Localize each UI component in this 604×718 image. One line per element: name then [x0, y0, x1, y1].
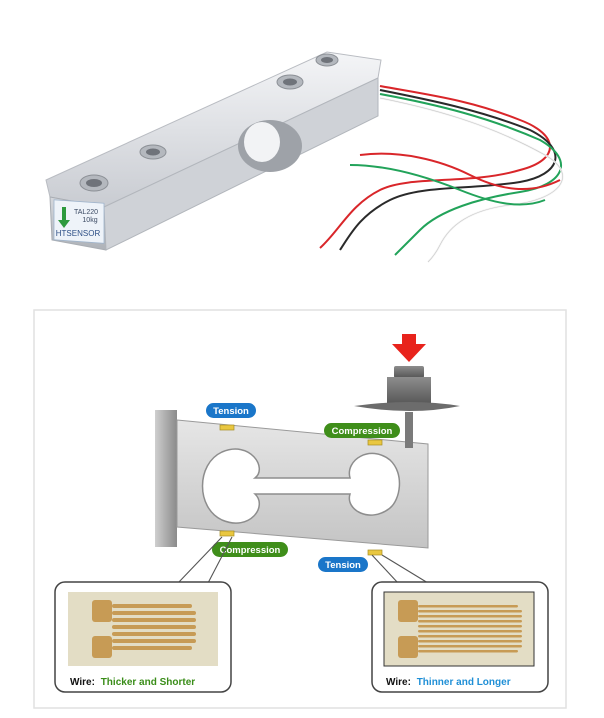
left-wire-prefix: Wire: — [70, 677, 95, 688]
svg-text:Compression: Compression — [332, 426, 393, 437]
tension-top-pill: Tension — [206, 403, 256, 418]
callout-lines — [177, 536, 429, 584]
label-model: TAL220 — [74, 209, 98, 216]
label-brand: HTSENSOR — [56, 229, 101, 238]
svg-text:Tension: Tension — [325, 560, 361, 571]
load-cell-photo: TAL220 10kg HTSENSOR — [45, 51, 564, 263]
right-gauge-box: Wire: Thinner and Longer — [371, 581, 549, 693]
label-capacity: 10kg — [82, 217, 97, 224]
load-cell-label — [53, 199, 105, 244]
thin-strain-gauge-icon — [398, 600, 522, 658]
right-wire-prefix: Wire: — [386, 677, 411, 688]
wall — [155, 410, 177, 547]
svg-text:Tension: Tension — [213, 406, 249, 417]
svg-text:Wire: Thicker and Shorte: Wire: Thicker and Shorter — [70, 677, 195, 688]
left-wire-desc: Thicker and Shorter — [101, 677, 196, 688]
right-wire-desc: Thinner and Longer — [417, 677, 511, 688]
force-arrow-icon — [392, 334, 426, 362]
compression-top-pill: Compression — [324, 423, 400, 438]
left-gauge-box: Wire: Thicker and Shorter — [54, 581, 232, 693]
thick-strain-gauge-icon — [92, 600, 196, 658]
cantilever-beam — [176, 419, 429, 549]
sensor-wires — [319, 85, 564, 263]
svg-text:Wire: Thinner and Longer: Wire: Thinner and Longer — [386, 677, 511, 688]
gauge-markers — [219, 424, 383, 556]
mounting-holes — [79, 53, 339, 192]
weight-platform — [354, 366, 460, 448]
compression-bottom-pill: Compression — [212, 542, 288, 557]
svg-text:Compression: Compression — [220, 545, 281, 556]
tension-bottom-pill: Tension — [318, 557, 368, 572]
